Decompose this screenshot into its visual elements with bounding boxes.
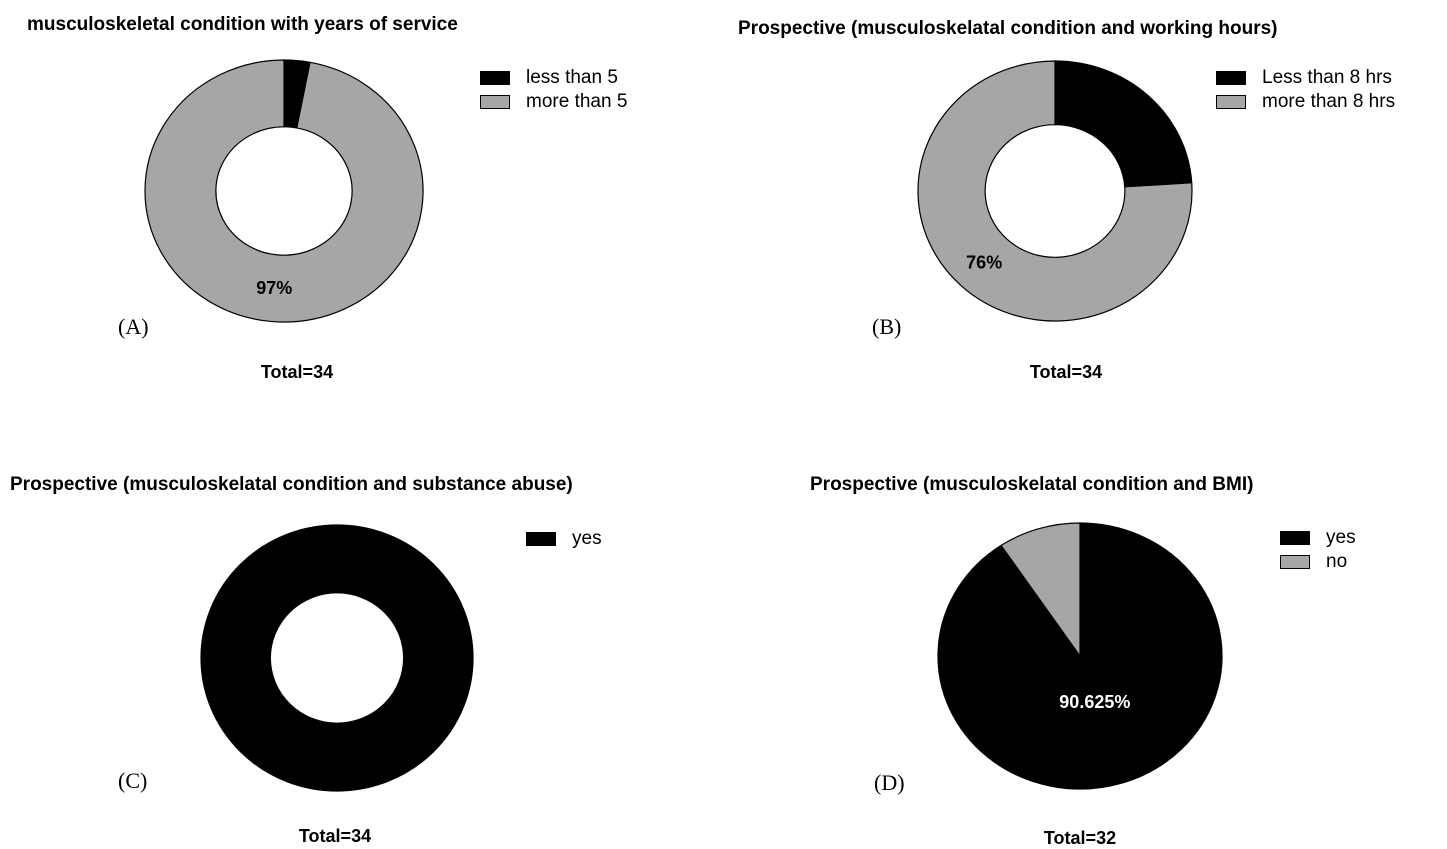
total-label: Total=34 (298, 826, 372, 846)
chart-title: Prospective (musculoskelatal condition a… (738, 18, 1278, 39)
legend-label: more than 5 (526, 91, 628, 112)
legend-label: yes (572, 528, 602, 549)
legend-item: more than 5 (480, 90, 627, 114)
chart-title: Prospective (musculoskelatal condition a… (810, 474, 1254, 495)
legend-swatch (1216, 71, 1246, 85)
chart-panel-a: musculoskeletal condition with years of … (0, 0, 720, 424)
legend-item: yes (526, 527, 602, 551)
legend-swatch (1216, 95, 1246, 109)
legend-item: Less than 8 hrs (1216, 66, 1395, 90)
slice-value-label: 76% (966, 253, 1002, 273)
legend-label: no (1326, 551, 1348, 572)
legend-label: more than 8 hrs (1262, 91, 1396, 112)
legend-label: yes (1326, 527, 1356, 548)
total-label: Total=34 (1029, 362, 1103, 382)
legend-swatch (1280, 555, 1310, 569)
legend-swatch (480, 71, 510, 85)
pie-slice-more-than-8-hrs (917, 60, 1193, 322)
pie-slice-less-than-8-hrs (1054, 60, 1193, 188)
panel-letter: (D) (874, 770, 905, 795)
slice-value-label: 97% (256, 278, 292, 298)
legend: less than 5 more than 5 (480, 66, 627, 114)
legend-swatch (1280, 531, 1310, 545)
donut-chart: 76% (917, 60, 1193, 322)
donut-chart: 97% (144, 59, 424, 323)
chart-title: musculoskeletal condition with years of … (27, 14, 458, 35)
chart-panel-d: Prospective (musculoskelatal condition a… (724, 424, 1444, 848)
chart-title: Prospective (musculoskelatal condition a… (10, 474, 573, 495)
pie-chart: 90.625% (937, 522, 1223, 790)
pie-slice-yes (200, 524, 474, 792)
legend-item: more than 8 hrs (1216, 90, 1395, 114)
total-label: Total=34 (260, 362, 334, 382)
chart-panel-c: Prospective (musculoskelatal condition a… (0, 424, 720, 848)
legend-label: less than 5 (526, 67, 618, 88)
panel-letter: (B) (872, 314, 902, 339)
slice-value-label: 90.625% (1059, 692, 1130, 712)
legend: Less than 8 hrs more than 8 hrs (1216, 66, 1395, 114)
legend-item: yes (1280, 526, 1356, 550)
chart-panel-b: Prospective (musculoskelatal condition a… (724, 0, 1444, 424)
legend-item: less than 5 (480, 66, 627, 90)
legend-label: Less than 8 hrs (1262, 67, 1392, 88)
legend-item: no (1280, 550, 1356, 574)
donut-chart (200, 524, 474, 792)
panel-letter: (A) (118, 314, 149, 339)
panel-letter: (C) (118, 768, 148, 793)
legend: yes no (1280, 526, 1356, 574)
legend: yes (526, 527, 602, 551)
legend-swatch (526, 532, 556, 546)
pie-slice-more-than-5 (144, 59, 424, 323)
legend-swatch (480, 95, 510, 109)
total-label: Total=32 (1043, 828, 1117, 848)
pie-slice-no (1000, 522, 1081, 658)
